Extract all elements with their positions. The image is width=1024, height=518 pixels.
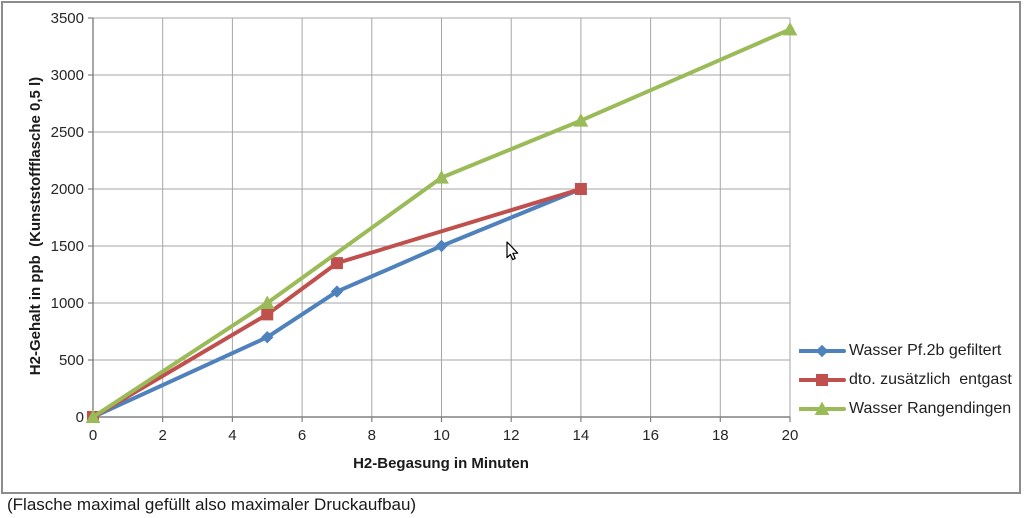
x-tick-label: 20	[782, 427, 799, 444]
data-point-triangle	[434, 170, 449, 184]
x-tick-label: 18	[712, 427, 729, 444]
data-point-triangle	[85, 409, 101, 423]
legend-label: Wasser Pf.2b gefiltert	[849, 341, 1002, 359]
y-tick-label: 1500	[51, 238, 84, 255]
x-tick-label: 12	[503, 427, 520, 444]
y-tick-label: 2500	[51, 124, 84, 141]
data-point-triangle	[814, 400, 830, 415]
data-point-square	[261, 308, 274, 321]
x-tick-label: 16	[642, 427, 659, 444]
legend-label: Wasser Rangendingen	[849, 399, 1012, 417]
data-point-triangle	[782, 21, 798, 36]
legend-item: Wasser Rangendingen	[799, 398, 1012, 419]
x-tick-label: 8	[368, 427, 376, 444]
legend-label: dto. zusätzlich entgast	[849, 370, 1012, 388]
y-axis-title: H2-Gehalt in ppb (Kunststoffflasche 0,5 …	[27, 76, 44, 376]
data-point-triangle	[259, 295, 275, 309]
series-line	[91, 187, 583, 419]
legend-swatch-triangle-icon	[799, 400, 846, 415]
legend: Wasser Pf.2b gefiltert dto. zusätzlich e…	[799, 340, 1012, 419]
chart-caption: (Flasche maximal gefüllt also maximaler …	[7, 495, 417, 514]
data-point-diamond	[261, 330, 274, 344]
y-tick-label: 0	[76, 409, 84, 426]
x-axis-title: H2-Begasung in Minuten	[353, 455, 529, 472]
data-point-square	[816, 373, 828, 386]
data-point-square	[330, 257, 343, 270]
x-tick-label: 14	[573, 427, 590, 444]
legend-swatch-square-icon	[799, 373, 846, 386]
legend-item: dto. zusätzlich entgast	[799, 369, 1012, 390]
x-tick-label: 2	[159, 427, 167, 444]
y-tick-label: 3500	[51, 10, 84, 27]
y-tick-label: 3000	[51, 67, 84, 84]
data-point-diamond	[435, 239, 448, 253]
y-tick-label: 1000	[51, 295, 84, 312]
x-tick-label: 4	[228, 427, 236, 444]
x-tick-label: 6	[298, 427, 306, 444]
y-tick-label: 500	[59, 352, 84, 369]
data-point-diamond	[330, 285, 344, 298]
y-tick-label: 2000	[51, 181, 84, 198]
legend-item: Wasser Pf.2b gefiltert	[799, 340, 1012, 361]
data-point-square	[574, 183, 587, 195]
mouse-cursor-icon	[506, 241, 519, 261]
data-point-diamond	[815, 344, 829, 357]
legend-swatch-diamond-icon	[799, 344, 846, 357]
data-point-triangle	[573, 113, 589, 127]
x-tick-label: 0	[89, 427, 97, 444]
x-tick-label: 10	[433, 427, 450, 444]
